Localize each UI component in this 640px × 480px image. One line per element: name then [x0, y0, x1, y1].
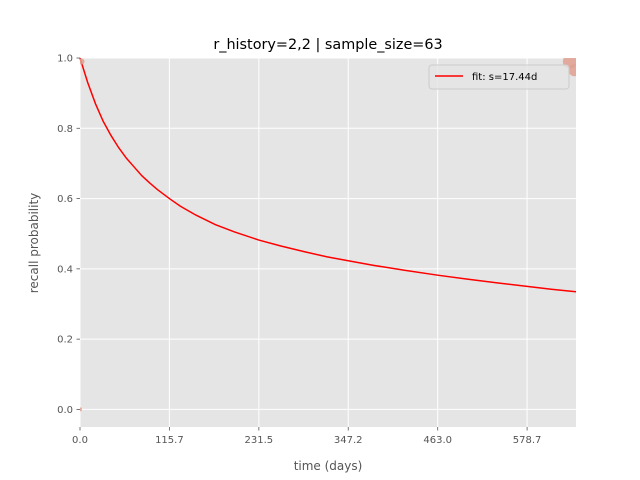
y-axis-label: recall probability: [27, 193, 41, 294]
legend-label: fit: s=17.44d: [472, 72, 537, 83]
series-layer: [79, 57, 577, 293]
plot-area: [80, 58, 576, 427]
x-tick-label: 578.7: [513, 435, 542, 446]
y-tick-label: 1.0: [57, 54, 73, 65]
chart-title: r_history=2,2 | sample_size=63: [213, 37, 442, 53]
grid: [79, 57, 576, 427]
x-tick-label: 231.5: [245, 435, 274, 446]
x-tick-label: 347.2: [334, 435, 363, 446]
x-tick-label: 463.0: [423, 435, 452, 446]
data-point: [80, 58, 85, 65]
data-point: [80, 407, 82, 412]
legend: fit: s=17.44d: [428, 64, 570, 90]
y-tick-label: 0.8: [57, 124, 73, 135]
x-axis-label: time (days): [294, 459, 363, 473]
y-tick-label: 0.0: [57, 405, 73, 416]
data-point: [568, 64, 576, 77]
y-tick-label: 0.4: [57, 264, 73, 275]
ticks: 0.0 115.7 231.5 347.2 463.0 578.7 0.0 0.2 0.4 0.6…: [57, 54, 541, 447]
y-tick-label: 0.6: [57, 194, 73, 205]
legend-box: [428, 64, 570, 90]
x-tick-label: 115.7: [155, 435, 184, 446]
y-tick-label: 0.2: [57, 335, 73, 346]
x-tick-label: 0.0: [72, 435, 88, 446]
fit-line: [79, 57, 577, 293]
